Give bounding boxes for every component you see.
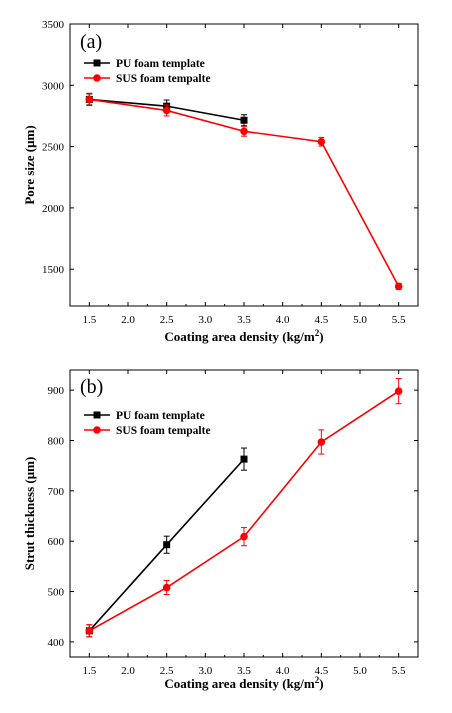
chart-panel-a: 1.5 2.0 2.5 3.0 3.5 4.0 4.5 5.0 5.5 1500 2000 2500 3… (22, 19, 419, 344)
x-tick-label: 5.5 (392, 665, 406, 677)
x-tick-label: 3.5 (237, 314, 251, 326)
x-tick-label: 3.0 (198, 665, 212, 677)
y-tick-label: 600 (48, 536, 65, 548)
chart-panel-b: 1.5 2.0 2.5 3.0 3.5 4.0 4.5 5.0 5.5 400 500 600 700 8… (22, 369, 419, 691)
data-point (85, 627, 94, 635)
data-point (240, 127, 248, 136)
x-tick-label: 2.0 (121, 314, 135, 326)
legend-label: SUS foam tempalte (116, 73, 211, 85)
legend-marker (93, 74, 101, 82)
data-point (394, 387, 403, 395)
data-point (394, 282, 403, 291)
y-axis-title: Strut thickness (μm) (22, 457, 37, 571)
legend-label: PU foam template (116, 410, 205, 422)
legend-marker (93, 411, 101, 419)
y-tick-label: 800 (48, 435, 65, 447)
data-point (162, 106, 171, 115)
x-tick-label: 2.0 (121, 665, 135, 677)
x-tick-label: 3.5 (237, 665, 251, 677)
x-tick-label: 5.5 (392, 314, 406, 326)
legend: PU foam template SUS foam tempalte (84, 410, 211, 437)
data-point (85, 95, 94, 104)
y-tick-label: 3000 (42, 80, 65, 92)
panel-label: (a) (80, 31, 102, 53)
data-point (240, 455, 248, 463)
legend-label: SUS foam tempalte (116, 425, 211, 437)
y-axis-title: Pore size (μm) (22, 125, 37, 204)
x-tick-label: 2.5 (160, 665, 174, 677)
panel-label: (b) (80, 376, 103, 398)
y-tick-label: 700 (48, 486, 65, 498)
y-tick-label: 400 (48, 637, 65, 649)
y-tick-label: 900 (48, 385, 65, 397)
x-axis-title: Coating area density (kg/m2) (164, 328, 323, 344)
x-tick-label: 1.5 (82, 665, 96, 677)
y-tick-label: 500 (48, 587, 65, 599)
x-tick-label: 2.5 (160, 314, 174, 326)
x-tick-label: 4.5 (314, 314, 328, 326)
y-tick-label: 3500 (42, 19, 65, 31)
legend-marker (93, 59, 101, 67)
data-point (317, 438, 326, 446)
series-sus (85, 92, 403, 291)
series-sus (85, 378, 403, 638)
x-tick-label: 3.0 (198, 314, 212, 326)
legend-marker (93, 426, 101, 434)
x-tick-label: 1.5 (82, 314, 96, 326)
x-tick-label: 4.5 (314, 665, 328, 677)
x-tick-label: 5.0 (353, 314, 367, 326)
x-tick-label: 4.0 (276, 665, 290, 677)
data-point (317, 137, 326, 146)
y-tick-label: 1500 (42, 264, 65, 276)
y-tick-label: 2500 (42, 142, 65, 154)
x-tick-label: 4.0 (276, 314, 290, 326)
x-tick-label: 5.0 (353, 665, 367, 677)
legend: PU foam template SUS foam tempalte (84, 58, 211, 85)
series-pu (85, 447, 248, 638)
data-point (162, 583, 171, 592)
x-axis-title: Coating area density (kg/m2) (164, 675, 323, 691)
data-point (240, 116, 248, 124)
data-point (240, 532, 248, 541)
y-tick-label: 2000 (42, 203, 65, 215)
data-point (163, 541, 171, 549)
legend-label: PU foam template (116, 58, 205, 70)
